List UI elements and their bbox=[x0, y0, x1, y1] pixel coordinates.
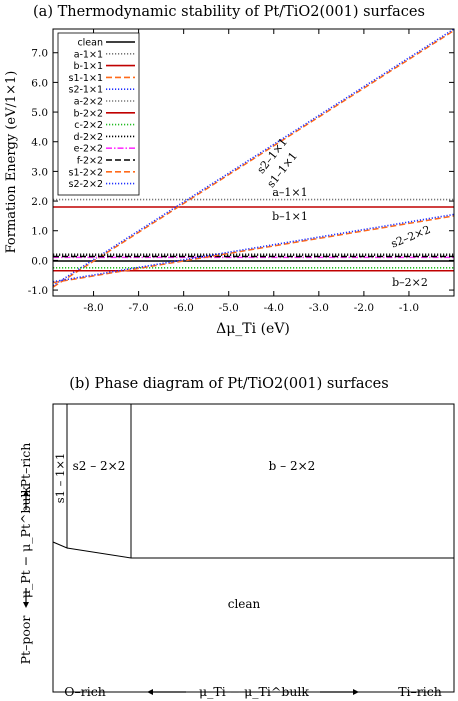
x-tick-label: -8.0 bbox=[83, 302, 103, 314]
legend-label: a-1×1 bbox=[74, 49, 103, 60]
y-tick-label: 6.0 bbox=[31, 77, 48, 89]
x-tick-label: -5.0 bbox=[219, 302, 239, 314]
series-line-s2-1x1 bbox=[53, 29, 454, 287]
y-tick-label: 2.0 bbox=[31, 196, 48, 208]
x-tick-label: -3.0 bbox=[309, 302, 329, 314]
boundary-clean bbox=[66, 547, 454, 559]
chart-a-xlabel: Δμ_Ti (eV) bbox=[216, 321, 290, 337]
phase-y-label: μ_Pt − μ_Pt^bulk bbox=[18, 486, 33, 599]
phase-x-left: O–rich bbox=[64, 684, 106, 699]
chart-a-series bbox=[53, 29, 454, 288]
legend-label: e-2×2 bbox=[74, 144, 103, 155]
chart-a-annotations: s2–1×1s1–1×1a–1×1b–1×1s2–2×2b–2×2 bbox=[254, 136, 432, 289]
y-tick-label: 4.0 bbox=[31, 137, 48, 149]
annotation-label: b–1×1 bbox=[272, 210, 308, 223]
region-b-2x2: b – 2×2 bbox=[269, 459, 316, 473]
chart-a-tick-labels: -8.0 -7.0 -6.0 -5.0 -4.0 -3.0 -2.0 -1.0 -1.0 0.0 1… bbox=[28, 29, 454, 314]
y-tick-label: 1.0 bbox=[31, 226, 48, 238]
y-tick-label: 0.0 bbox=[31, 255, 48, 267]
legend-label: a-2×2 bbox=[74, 97, 103, 108]
legend-label: s2-1×1 bbox=[69, 85, 103, 96]
x-tick-label: -7.0 bbox=[128, 302, 148, 314]
x-tick-label: -1.0 bbox=[399, 302, 419, 314]
series-line-s1-2x2 bbox=[53, 215, 454, 284]
legend-label: b-1×1 bbox=[73, 61, 103, 72]
phase-y-bottom: Pt–poor bbox=[18, 616, 33, 665]
legend-label: d-2×2 bbox=[73, 132, 103, 143]
region-clean: clean bbox=[228, 597, 261, 611]
series-line-s1-1x1 bbox=[53, 29, 454, 288]
phase-frame bbox=[52, 403, 455, 693]
phase-x-label: μ_Ti − μ_Ti^bulk bbox=[199, 684, 309, 699]
phase-x-arrows bbox=[147, 689, 359, 695]
legend-box bbox=[57, 32, 140, 196]
y-tick-label: -1.0 bbox=[28, 285, 48, 297]
legend-label: f-2×2 bbox=[77, 156, 103, 167]
phase-y-arrows bbox=[23, 490, 29, 608]
annotation-label: s2–2×2 bbox=[389, 223, 432, 251]
chart-a-ylabel: Formation Energy (eV/1×1) bbox=[4, 71, 19, 254]
phase-y-top: Pt–rich bbox=[18, 443, 33, 488]
chart-a-frame bbox=[52, 28, 455, 297]
annotation-label: b–2×2 bbox=[392, 276, 428, 289]
y-tick-label: 3.0 bbox=[31, 166, 48, 178]
legend-label: s1-2×2 bbox=[69, 167, 103, 178]
legend-label: clean bbox=[77, 38, 103, 49]
region-s2-2x2: s2 – 2×2 bbox=[73, 459, 126, 473]
chart-a-legend: cleana-1×1b-1×1s1-1×1s2-1×1a-2×2b-2×2c-2… bbox=[57, 32, 140, 196]
x-tick-label: -6.0 bbox=[174, 302, 194, 314]
x-tick-label: -4.0 bbox=[264, 302, 284, 314]
phase-x-right: Ti–rich bbox=[398, 684, 442, 699]
legend-label: c-2×2 bbox=[74, 120, 103, 131]
region-s1-1x1: s1 – 1×1 bbox=[53, 453, 67, 504]
x-tick-label: -2.0 bbox=[354, 302, 374, 314]
chart-b-title: (b) Phase diagram of Pt/TiO2(001) surfac… bbox=[69, 376, 388, 392]
chart-a-title: (a) Thermodynamic stability of Pt/TiO2(0… bbox=[33, 4, 425, 20]
legend-label: s2-2×2 bbox=[69, 179, 103, 190]
y-tick-label: 5.0 bbox=[31, 107, 48, 119]
y-tick-label: 7.0 bbox=[31, 48, 48, 60]
legend-label: s1-1×1 bbox=[69, 73, 103, 84]
annotation-label: a–1×1 bbox=[272, 186, 307, 199]
legend-label: b-2×2 bbox=[73, 108, 103, 119]
